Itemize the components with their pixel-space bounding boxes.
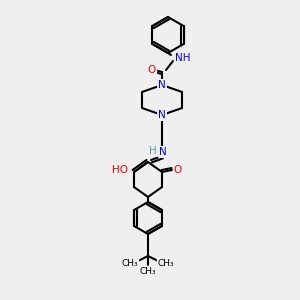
Text: N: N (158, 80, 166, 90)
Text: O: O (174, 165, 182, 175)
Text: CH₃: CH₃ (122, 259, 138, 268)
Text: N: N (159, 147, 167, 157)
Text: N: N (158, 110, 166, 120)
Text: HO: HO (112, 165, 128, 175)
Text: NH: NH (175, 53, 190, 63)
Text: H: H (149, 146, 157, 156)
Text: CH₃: CH₃ (158, 259, 174, 268)
Text: CH₃: CH₃ (140, 266, 156, 275)
Text: O: O (148, 65, 156, 75)
